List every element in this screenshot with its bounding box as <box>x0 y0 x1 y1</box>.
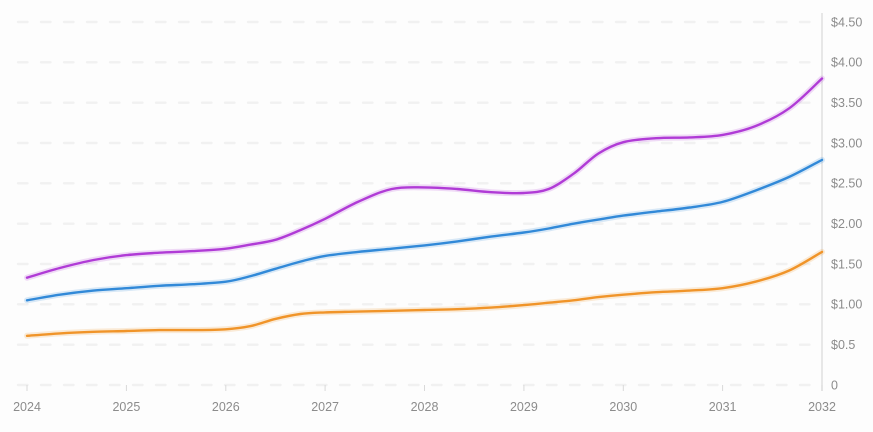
x-tick-label: 2027 <box>311 400 339 414</box>
y-tick-label: $3.00 <box>831 136 862 150</box>
y-tick-label: $1.50 <box>831 257 862 271</box>
x-tick-label: 2026 <box>212 400 240 414</box>
y-tick-label: $2.50 <box>831 177 862 191</box>
x-tick-label: 2031 <box>709 400 737 414</box>
x-tick-label: 2030 <box>609 400 637 414</box>
y-tick-label: $3.50 <box>831 96 862 110</box>
y-tick-label: $1.00 <box>831 298 862 312</box>
y-tick-label: $4.50 <box>831 15 862 29</box>
y-tick-label: 0 <box>831 378 838 392</box>
x-tick-label: 2032 <box>808 400 836 414</box>
x-tick-label: 2028 <box>411 400 439 414</box>
x-tick-label: 2025 <box>112 400 140 414</box>
y-tick-label: $0.5 <box>831 338 855 352</box>
magenta-line <box>25 77 824 279</box>
orange-line <box>25 250 824 337</box>
x-tick-label: 2024 <box>13 400 41 414</box>
x-tick-label: 2029 <box>510 400 538 414</box>
y-tick-label: $4.00 <box>831 56 862 70</box>
y-tick-label: $2.00 <box>831 217 862 231</box>
orange-line-halo <box>24 248 825 339</box>
blue-line <box>25 158 824 302</box>
blue-line-halo <box>24 156 825 304</box>
